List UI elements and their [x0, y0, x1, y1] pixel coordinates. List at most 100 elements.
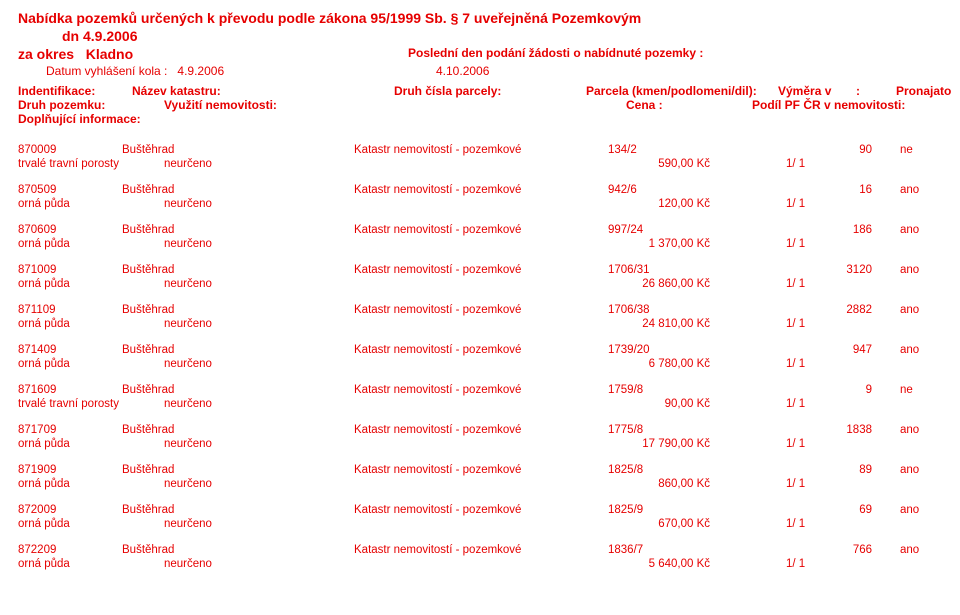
- record-vymera: 2882: [826, 304, 872, 316]
- record-druh-pozemku: orná půda: [18, 198, 70, 210]
- record-podil: 1/ 1: [786, 278, 805, 290]
- record-vyuziti: neurčeno: [164, 438, 212, 450]
- datum-vyhlaseni-label: Datum vyhlášení kola :: [46, 64, 167, 78]
- record-druh-pozemku: orná půda: [18, 318, 70, 330]
- record-vyuziti: neurčeno: [164, 398, 212, 410]
- hdr-nazev: Název katastru:: [132, 84, 221, 98]
- hdr-pronajato: Pronajato: [896, 84, 951, 98]
- okres-value: Kladno: [86, 46, 133, 62]
- record-id: 870509: [18, 184, 56, 196]
- record-podil: 1/ 1: [786, 518, 805, 530]
- record-parcela: 942/6: [608, 184, 637, 196]
- record: 871409BuštěhradKatastr nemovitostí - poz…: [18, 344, 942, 372]
- record-parcela: 1759/8: [608, 384, 643, 396]
- record: 872209BuštěhradKatastr nemovitostí - poz…: [18, 544, 942, 572]
- record: 871709BuštěhradKatastr nemovitostí - poz…: [18, 424, 942, 452]
- record-vyuziti: neurčeno: [164, 318, 212, 330]
- record-id: 870609: [18, 224, 56, 236]
- record-podil: 1/ 1: [786, 198, 805, 210]
- record-katastr: Buštěhrad: [122, 344, 174, 356]
- record-podil: 1/ 1: [786, 398, 805, 410]
- record-druh-pozemku: orná půda: [18, 518, 70, 530]
- record-cena: 24 810,00 Kč: [590, 318, 710, 330]
- record: 870009BuštěhradKatastr nemovitostí - poz…: [18, 144, 942, 172]
- uzaverka-value: 4.10.2006: [436, 64, 489, 78]
- record-katastr: Buštěhrad: [122, 224, 174, 236]
- record-cena: 860,00 Kč: [590, 478, 710, 490]
- record-katastr: Buštěhrad: [122, 424, 174, 436]
- record-typ: Katastr nemovitostí - pozemkové: [354, 144, 521, 156]
- record-katastr: Buštěhrad: [122, 504, 174, 516]
- record-druh-pozemku: orná půda: [18, 278, 70, 290]
- record-id: 871009: [18, 264, 56, 276]
- record-typ: Katastr nemovitostí - pozemkové: [354, 504, 521, 516]
- record-parcela: 1739/20: [608, 344, 650, 356]
- za-okres-label: za okres: [18, 46, 74, 62]
- record-pronajato: ano: [900, 464, 919, 476]
- datum-vyhlaseni-value: 4.9.2006: [177, 64, 224, 78]
- record-parcela: 134/2: [608, 144, 637, 156]
- record-vyuziti: neurčeno: [164, 158, 212, 170]
- record-vymera: 9: [826, 384, 872, 396]
- record-vymera: 186: [826, 224, 872, 236]
- record-druh-pozemku: orná půda: [18, 478, 70, 490]
- record-typ: Katastr nemovitostí - pozemkové: [354, 464, 521, 476]
- record-vymera: 90: [826, 144, 872, 156]
- record-vyuziti: neurčeno: [164, 198, 212, 210]
- record-podil: 1/ 1: [786, 358, 805, 370]
- record-katastr: Buštěhrad: [122, 184, 174, 196]
- record-druh-pozemku: trvalé travní porosty: [18, 398, 119, 410]
- record-pronajato: ano: [900, 424, 919, 436]
- record-pronajato: ano: [900, 224, 919, 236]
- hdr-doplnujici: Doplňující informace:: [18, 112, 141, 126]
- record-katastr: Buštěhrad: [122, 544, 174, 556]
- hdr-vymera: Výměra v: [778, 84, 831, 98]
- record-vymera: 1838: [826, 424, 872, 436]
- hdr-vyuziti: Využití nemovitosti:: [164, 98, 277, 112]
- record-typ: Katastr nemovitostí - pozemkové: [354, 544, 521, 556]
- record-id: 872009: [18, 504, 56, 516]
- record-katastr: Buštěhrad: [122, 384, 174, 396]
- record: 870509 Buštěhrad Katastr nemovitostí - poz…: [18, 184, 942, 212]
- record-id: 871109: [18, 304, 56, 316]
- record-parcela: 1825/9: [608, 504, 643, 516]
- record: 872009 Buštěhrad Katastr nemovitostí - poz…: [18, 504, 942, 532]
- hdr-druh-pozemku: Druh pozemku:: [18, 98, 105, 112]
- record-druh-pozemku: orná půda: [18, 438, 70, 450]
- record-vymera: 89: [826, 464, 872, 476]
- record-vyuziti: neurčeno: [164, 278, 212, 290]
- record-pronajato: ne: [900, 144, 913, 156]
- record-parcela: 1706/31: [608, 264, 650, 276]
- record: 871909BuštěhradKatastr nemovitostí - poz…: [18, 464, 942, 492]
- record-typ: Katastr nemovitostí - pozemkové: [354, 224, 521, 236]
- record-vymera: 69: [826, 504, 872, 516]
- record-typ: Katastr nemovitostí - pozemkové: [354, 184, 521, 196]
- record-parcela: 997/24: [608, 224, 643, 236]
- record-podil: 1/ 1: [786, 438, 805, 450]
- posledni-den-label: Poslední den podání žádosti o nabídnuté …: [408, 46, 703, 62]
- record: 871109BuštěhradKatastr nemovitostí - poz…: [18, 304, 942, 332]
- record-cena: 590,00 Kč: [590, 158, 710, 170]
- hdr-parcela: Parcela (kmen/podlomeni/dil):: [586, 84, 757, 98]
- record: 871009BuštěhradKatastr nemovitostí - poz…: [18, 264, 942, 292]
- record-id: 871409: [18, 344, 56, 356]
- record-vymera: 16: [826, 184, 872, 196]
- record-id: 871609: [18, 384, 56, 396]
- record-katastr: Buštěhrad: [122, 264, 174, 276]
- record-vyuziti: neurčeno: [164, 238, 212, 250]
- record-cena: 26 860,00 Kč: [590, 278, 710, 290]
- record-vyuziti: neurčeno: [164, 518, 212, 530]
- hdr-podil: Podíl PF ČR v nemovitosti:: [752, 98, 905, 112]
- record-pronajato: ano: [900, 304, 919, 316]
- hdr-colon: :: [856, 84, 860, 98]
- record-katastr: Buštěhrad: [122, 464, 174, 476]
- hdr-cena: Cena :: [626, 98, 663, 112]
- record-cena: 90,00 Kč: [590, 398, 710, 410]
- record-druh-pozemku: orná půda: [18, 358, 70, 370]
- record-pronajato: ano: [900, 184, 919, 196]
- record-cena: 17 790,00 Kč: [590, 438, 710, 450]
- record-cena: 5 640,00 Kč: [590, 558, 710, 570]
- record-podil: 1/ 1: [786, 478, 805, 490]
- record-parcela: 1825/8: [608, 464, 643, 476]
- record-druh-pozemku: orná půda: [18, 558, 70, 570]
